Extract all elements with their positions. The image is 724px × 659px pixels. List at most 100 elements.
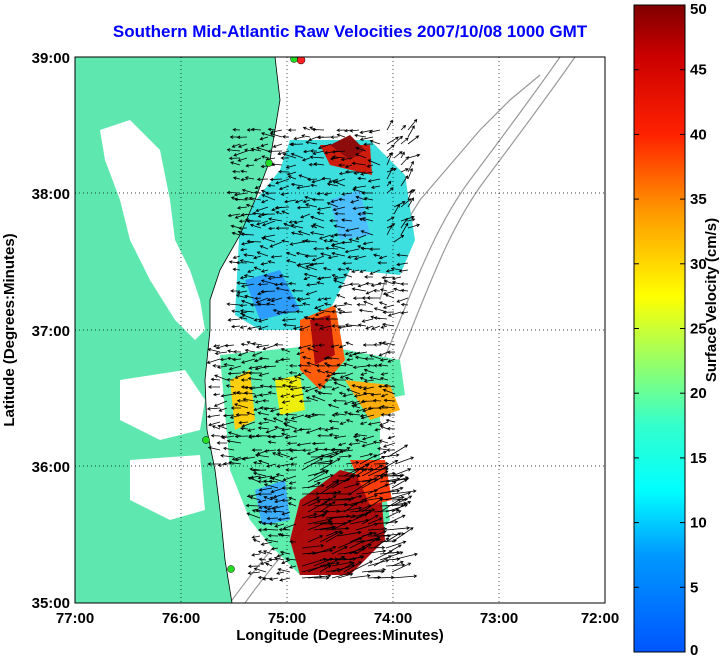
colorbar-tick-label: 30 — [690, 256, 707, 273]
velocity-arrow — [387, 435, 396, 440]
velocity-arrow — [285, 251, 297, 257]
velocity-arrow — [315, 364, 326, 368]
velocity-arrow — [340, 157, 353, 162]
velocity-arrow — [328, 178, 339, 183]
velocity-arrow — [344, 351, 354, 356]
velocity-arrow — [317, 433, 333, 438]
velocity-arrow — [355, 234, 367, 240]
velocity-arrow — [325, 509, 341, 513]
velocity-arrow — [323, 302, 332, 306]
velocity-arrow — [378, 351, 389, 357]
velocity-arrow — [232, 267, 241, 272]
velocity-arrow — [339, 421, 347, 425]
velocity-arrow — [237, 143, 248, 148]
velocity-arrow — [267, 391, 277, 395]
velocity-arrow — [277, 150, 290, 156]
velocity-arrow — [246, 219, 262, 223]
velocity-arrow — [348, 442, 361, 446]
velocity-arrow — [281, 135, 290, 139]
velocity-arrow — [345, 227, 360, 232]
velocity-arrow — [269, 577, 279, 581]
velocity-arrow — [379, 358, 389, 362]
velocity-arrow — [373, 363, 382, 368]
velocity-arrow — [297, 230, 311, 236]
velocity-arrow — [275, 473, 285, 477]
velocity-arrow — [247, 325, 262, 330]
velocity-arrow — [342, 233, 353, 237]
y-axis-label: Latitude (Degrees:Minutes) — [1, 233, 18, 426]
velocity-arrow — [289, 462, 298, 466]
velocity-arrow — [268, 479, 279, 484]
velocity-arrow — [223, 363, 235, 367]
map-title: Southern Mid-Atlantic Raw Velocities 200… — [112, 22, 588, 41]
velocity-arrow — [371, 325, 381, 330]
velocity-arrow — [349, 128, 360, 133]
velocity-arrow — [246, 411, 256, 416]
velocity-arrow — [236, 399, 249, 403]
velocity-arrow — [282, 152, 297, 159]
velocity-arrow — [310, 183, 318, 188]
velocity-arrow — [407, 160, 414, 173]
velocity-arrow — [207, 385, 221, 389]
velocity-arrow — [330, 310, 339, 314]
velocity-arrow — [317, 297, 325, 301]
velocity-arrow — [338, 197, 346, 202]
velocity-arrow — [325, 530, 339, 537]
velocity-arrow — [367, 466, 389, 477]
velocity-arrow — [310, 224, 318, 229]
velocity-arrow — [271, 377, 284, 381]
velocity-arrow — [253, 318, 262, 322]
velocity-arrow — [277, 568, 291, 573]
velocity-arrow — [261, 577, 273, 581]
velocity-arrow — [212, 392, 221, 397]
velocity-arrow — [391, 500, 412, 513]
velocity-arrow — [271, 477, 285, 483]
velocity-arrow — [227, 318, 241, 322]
velocity-arrow — [400, 282, 408, 286]
velocity-arrow — [372, 253, 381, 258]
velocity-arrow — [210, 377, 221, 382]
velocity-arrow — [252, 468, 267, 473]
velocity-arrow — [288, 496, 297, 501]
velocity-arrow — [243, 253, 255, 257]
velocity-arrow — [293, 136, 304, 141]
velocity-arrow — [331, 447, 351, 458]
velocity-arrow — [317, 391, 333, 396]
velocity-arrow — [305, 290, 318, 296]
velocity-arrow — [261, 155, 269, 159]
velocity-arrow — [277, 170, 290, 174]
velocity-arrow — [350, 199, 360, 204]
velocity-arrow — [266, 505, 279, 511]
velocity-arrow — [307, 562, 331, 573]
velocity-arrow — [385, 514, 406, 525]
velocity-arrow — [331, 474, 356, 489]
velocity-arrow — [332, 378, 346, 382]
velocity-arrow — [232, 169, 241, 174]
velocity-arrow — [257, 426, 270, 430]
velocity-arrow — [343, 502, 359, 513]
velocity-arrow — [256, 251, 269, 257]
velocity-arrow — [327, 403, 340, 409]
velocity-arrow — [307, 500, 321, 507]
velocity-arrow — [287, 175, 297, 180]
velocity-arrow — [241, 313, 255, 320]
velocity-arrow — [309, 262, 325, 267]
velocity-arrow — [333, 304, 346, 308]
velocity-arrow — [304, 203, 318, 208]
velocity-arrow — [276, 571, 285, 575]
y-tick-label: 36:00 — [32, 459, 70, 476]
velocity-arrow — [323, 447, 333, 452]
velocity-arrow — [251, 509, 261, 513]
velocity-arrow — [344, 164, 353, 168]
velocity-arrow — [330, 244, 346, 250]
velocity-arrow — [303, 369, 312, 374]
velocity-arrow — [336, 133, 346, 138]
velocity-arrow — [286, 171, 297, 176]
velocity-arrow — [321, 385, 333, 389]
velocity-arrow — [260, 262, 269, 266]
velocity-arrow — [213, 400, 228, 407]
colorbar-tick-label: 20 — [690, 385, 707, 402]
velocity-arrow — [284, 412, 298, 417]
velocity-arrow — [226, 439, 242, 444]
